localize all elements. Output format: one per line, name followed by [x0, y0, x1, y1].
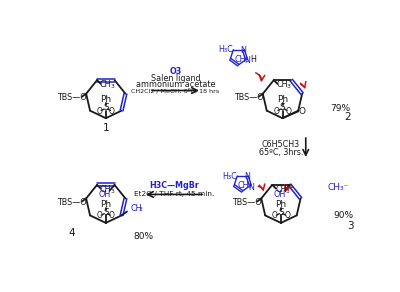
Text: O: O	[97, 107, 102, 116]
Text: TBS—O: TBS—O	[57, 93, 87, 102]
Text: CH2Cl2 / MeOH, 0ºC, 18 hrs: CH2Cl2 / MeOH, 0ºC, 18 hrs	[132, 88, 220, 93]
Text: N: N	[240, 46, 246, 55]
Text: O3: O3	[170, 67, 182, 76]
Text: 90%: 90%	[334, 211, 354, 220]
Text: CH₃: CH₃	[234, 55, 249, 64]
Text: 3: 3	[347, 221, 354, 231]
Text: H: H	[250, 55, 256, 64]
Text: N: N	[244, 56, 250, 65]
Text: 3: 3	[287, 84, 290, 89]
Text: TBS—O: TBS—O	[234, 93, 264, 102]
Text: O: O	[109, 211, 115, 220]
Text: CH: CH	[275, 185, 287, 194]
Text: O: O	[273, 107, 279, 116]
Text: O: O	[272, 211, 278, 220]
Text: C6H5CH3: C6H5CH3	[262, 140, 300, 149]
Text: TBS—O: TBS—O	[57, 198, 87, 207]
Text: Et2O / THF rt, 45 min.: Et2O / THF rt, 45 min.	[134, 192, 214, 197]
Text: S: S	[103, 208, 109, 217]
Text: H₃C: H₃C	[222, 171, 237, 180]
Text: 4: 4	[68, 228, 75, 238]
Text: 2: 2	[344, 112, 351, 122]
Text: H₃C: H₃C	[218, 45, 233, 54]
Text: H3C—MgBr: H3C—MgBr	[149, 181, 199, 190]
Text: N: N	[244, 172, 250, 181]
Text: O: O	[109, 107, 115, 116]
Text: O: O	[284, 211, 290, 220]
Text: 80%: 80%	[133, 232, 153, 241]
Text: Ph: Ph	[277, 95, 288, 104]
Text: O: O	[298, 107, 306, 116]
Text: 3: 3	[110, 189, 114, 194]
Text: 1: 1	[102, 123, 109, 133]
Text: 3: 3	[139, 208, 142, 213]
Text: 3: 3	[285, 189, 289, 194]
Text: ammonium acetate: ammonium acetate	[136, 80, 215, 89]
Text: OH: OH	[274, 190, 286, 199]
Text: Salen ligand: Salen ligand	[151, 74, 200, 83]
Text: Ph: Ph	[100, 200, 111, 209]
Text: TBS—O: TBS—O	[232, 198, 262, 207]
Text: O: O	[97, 211, 102, 220]
Text: CH₃: CH₃	[238, 181, 253, 190]
Text: S: S	[278, 208, 284, 217]
Text: 79%: 79%	[330, 104, 351, 113]
Text: CH: CH	[277, 81, 288, 89]
Text: 3: 3	[110, 84, 114, 89]
Text: CH₃⁻: CH₃⁻	[328, 183, 349, 192]
Text: CH: CH	[100, 81, 112, 89]
Text: Ph: Ph	[100, 95, 111, 104]
Text: O: O	[286, 107, 292, 116]
Text: CH: CH	[100, 185, 112, 194]
Text: N: N	[248, 182, 254, 192]
Text: S: S	[280, 103, 285, 112]
Text: OH: OH	[98, 190, 110, 199]
Text: CH: CH	[131, 204, 142, 213]
Text: S: S	[103, 103, 109, 112]
Text: 65ºC, 3hrs.: 65ºC, 3hrs.	[259, 147, 303, 157]
Text: Ph: Ph	[275, 200, 286, 209]
